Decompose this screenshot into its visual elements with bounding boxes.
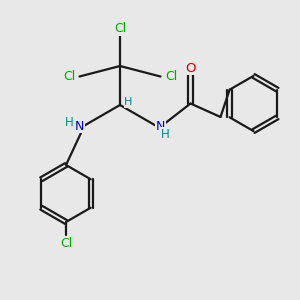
Text: Cl: Cl: [63, 70, 75, 83]
Text: N: N: [156, 119, 165, 133]
Text: H: H: [161, 128, 170, 141]
Text: N: N: [75, 119, 84, 133]
Text: Cl: Cl: [114, 22, 126, 35]
Text: H: H: [124, 97, 133, 107]
Text: H: H: [65, 116, 74, 129]
Text: Cl: Cl: [165, 70, 177, 83]
Text: Cl: Cl: [60, 237, 72, 250]
Text: O: O: [185, 61, 196, 75]
